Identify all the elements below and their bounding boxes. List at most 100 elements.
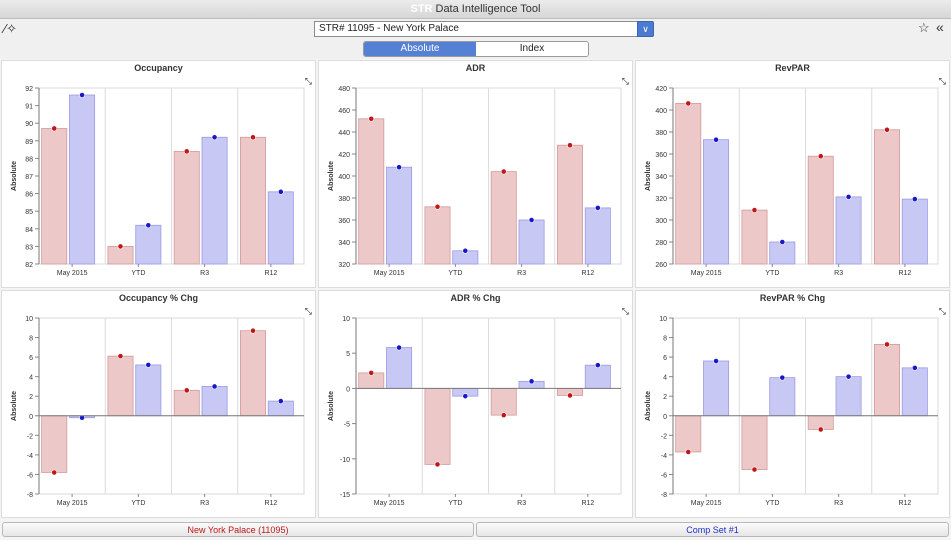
x-tick-label: May 2015 [57,500,88,507]
y-tick-label: 87 [25,174,33,181]
y-axis-label: Absolute [645,391,652,421]
point-comp [396,344,402,351]
y-tick-label: -8 [27,492,33,499]
bar-subject [41,128,68,265]
y-tick-label: -2 [27,433,33,440]
x-tick-label: May 2015 [374,500,405,507]
chart-svg: -8 -6 -4 -2 0 2 4 6 8 10 Absolute May 2015 YTD R3 R12 [645,316,939,507]
point-comp [528,378,535,385]
y-tick-label: -2 [661,433,667,440]
chart-title: RevPAR [775,63,810,73]
point-comp [713,358,719,364]
y-tick-label: 84 [25,227,33,234]
point-subject [751,207,758,213]
bar-comp [901,198,928,265]
bar-subject [239,330,266,417]
point-subject [884,126,890,133]
expand-icon[interactable]: ⤡ [304,76,312,86]
point-subject [685,449,692,455]
legend-comp-button[interactable]: Comp Set #1 [476,522,949,537]
bar-comp [267,191,294,265]
bar-comp [703,360,730,417]
y-tick-label: 280 [655,240,667,247]
favorite-star-icon[interactable]: ☆ [918,20,930,35]
x-tick-label: YTD [448,500,462,507]
chart-svg: 320 340 360 380 400 420 440 460 480 Absolute May 2… [328,86,622,277]
bar-subject [807,155,834,265]
title-bar: STR Data Intelligence Tool [0,0,951,19]
point-subject [117,243,124,250]
y-tick-label: 4 [29,375,33,382]
tab-absolute[interactable]: Absolute [364,42,476,56]
y-tick-label: -6 [27,472,33,479]
expand-icon[interactable]: ⤡ [304,306,312,316]
x-tick-label: YTD [765,500,779,507]
y-tick-label: 10 [342,316,350,323]
property-select[interactable]: STR# 11095 - New York Palace [314,21,642,37]
toolbar: ∕✧ STR# 11095 - New York Palace ∨ ☆ « Ab… [0,19,951,59]
point-comp [277,188,284,195]
x-tick-label: YTD [131,270,145,277]
expand-icon[interactable]: ⤡ [621,76,629,86]
bar-subject [873,129,900,265]
chart-panel-revpar: RevPAR ⤡ 260 280 300 320 340 360 380 400 420 Abso… [635,60,950,288]
legend-subject-button[interactable]: New York Palace (11095) [2,522,474,537]
x-tick-label: R3 [200,270,209,277]
y-tick-label: 0 [346,386,350,393]
chart-title: RevPAR % Chg [759,293,826,303]
bar-comp [386,166,413,265]
collapse-icon[interactable]: « [936,19,944,35]
x-tick-label: R3 [834,270,843,277]
bar-subject [107,355,134,417]
y-tick-label: 83 [25,244,33,251]
bar-comp [201,136,228,265]
y-tick-label: 440 [338,130,350,137]
y-tick-label: 460 [338,108,350,115]
bar-subject [239,136,266,265]
y-tick-label: 0 [663,414,667,421]
bar-comp [901,367,928,417]
expand-icon[interactable]: ⤡ [621,306,629,316]
bar-comp [584,207,611,265]
chart-title: ADR % Chg [450,293,501,303]
view-tabs: Absolute Index [363,41,589,57]
point-subject [817,426,824,433]
x-tick-label: YTD [448,270,462,277]
y-tick-label: 420 [338,152,350,159]
expand-icon[interactable]: ⤡ [938,306,946,316]
y-tick-label: 2 [29,394,33,401]
point-subject [368,370,375,376]
bar-comp [769,377,796,417]
point-subject [500,412,507,419]
bar-subject [873,344,900,417]
y-tick-label: 90 [25,121,33,128]
point-subject [884,341,890,348]
bar-comp [769,241,796,265]
point-comp [845,193,852,200]
y-tick-label: 340 [338,240,350,247]
y-tick-label: 89 [25,139,33,146]
chevron-down-icon[interactable]: ∨ [637,21,654,37]
point-subject [51,469,58,476]
y-tick-label: 320 [655,196,667,203]
point-comp [845,373,852,380]
bar-comp [201,386,228,417]
chart-panel-revpar-chg: RevPAR % Chg ⤡ -8 -6 -4 -2 0 2 4 6 8 10 Absolute Ma… [635,290,950,518]
y-tick-label: 8 [29,336,33,343]
bar-subject [675,103,702,265]
point-comp [779,239,786,245]
chart-panel-adr: ADR ⤡ 320 340 360 380 400 420 440 460 480 Absolut… [318,60,633,288]
y-tick-label: 320 [338,262,350,269]
x-tick-label: May 2015 [691,500,722,507]
magic-wand-icon[interactable]: ∕✧ [4,21,18,36]
expand-icon[interactable]: ⤡ [938,76,946,86]
x-tick-label: R12 [898,270,911,277]
point-comp [145,362,152,368]
x-tick-label: R3 [517,270,526,277]
tab-index[interactable]: Index [476,42,588,56]
x-tick-label: May 2015 [374,270,405,277]
chart-svg: 260 280 300 320 340 360 380 400 420 Absolute May 2… [645,86,939,277]
y-tick-label: 10 [25,316,33,323]
y-tick-label: 260 [655,262,667,269]
point-subject [500,168,507,175]
